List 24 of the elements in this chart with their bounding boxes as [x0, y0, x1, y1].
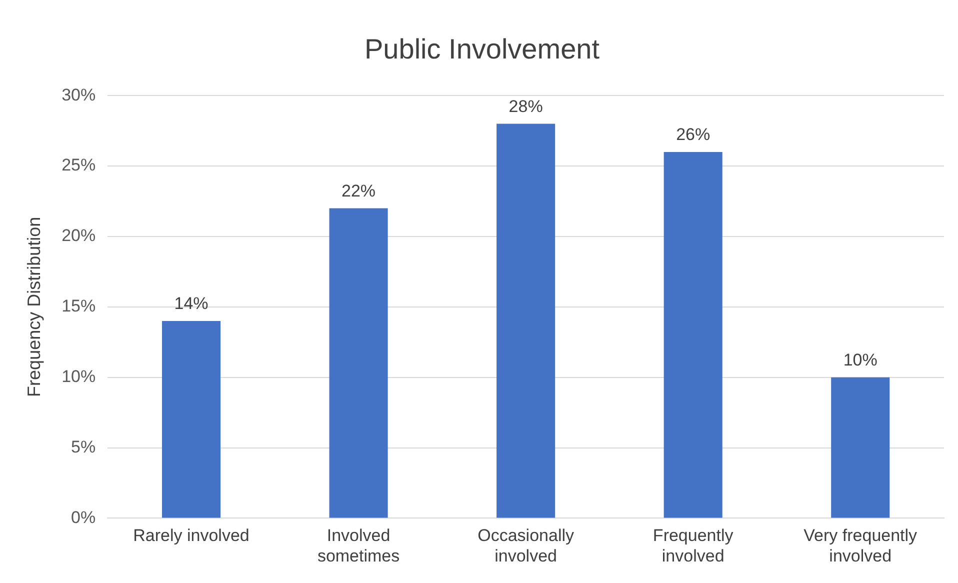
data-label: 28%: [508, 96, 543, 116]
chart-title: Public Involvement: [364, 34, 600, 65]
bar: [831, 377, 890, 518]
x-tick-label: Frequently involved: [652, 526, 734, 566]
bar: [664, 152, 722, 518]
y-tick-label: 30%: [62, 85, 96, 104]
y-tick-label: 25%: [62, 156, 96, 175]
data-label: 10%: [843, 350, 878, 370]
bar: [162, 320, 221, 518]
y-tick-label: 5%: [71, 437, 96, 456]
bar: [329, 208, 388, 518]
y-tick-label: 0%: [71, 508, 96, 527]
data-label: 14%: [174, 294, 208, 314]
data-label: 22%: [342, 181, 376, 200]
x-tick-label: Involved sometimes: [317, 526, 400, 566]
x-tick-label: Occasionally involved: [478, 526, 574, 566]
y-tick-label: 10%: [62, 367, 96, 386]
x-tick-label: Very frequently involved: [804, 526, 918, 566]
y-axis-title: Frequency Distribution: [24, 216, 44, 397]
data-label: 26%: [676, 125, 710, 144]
x-tick-label: Rarely involved: [133, 526, 250, 546]
y-tick-label: 20%: [62, 226, 96, 246]
y-tick-label: 15%: [62, 296, 96, 316]
bar: [496, 124, 556, 518]
